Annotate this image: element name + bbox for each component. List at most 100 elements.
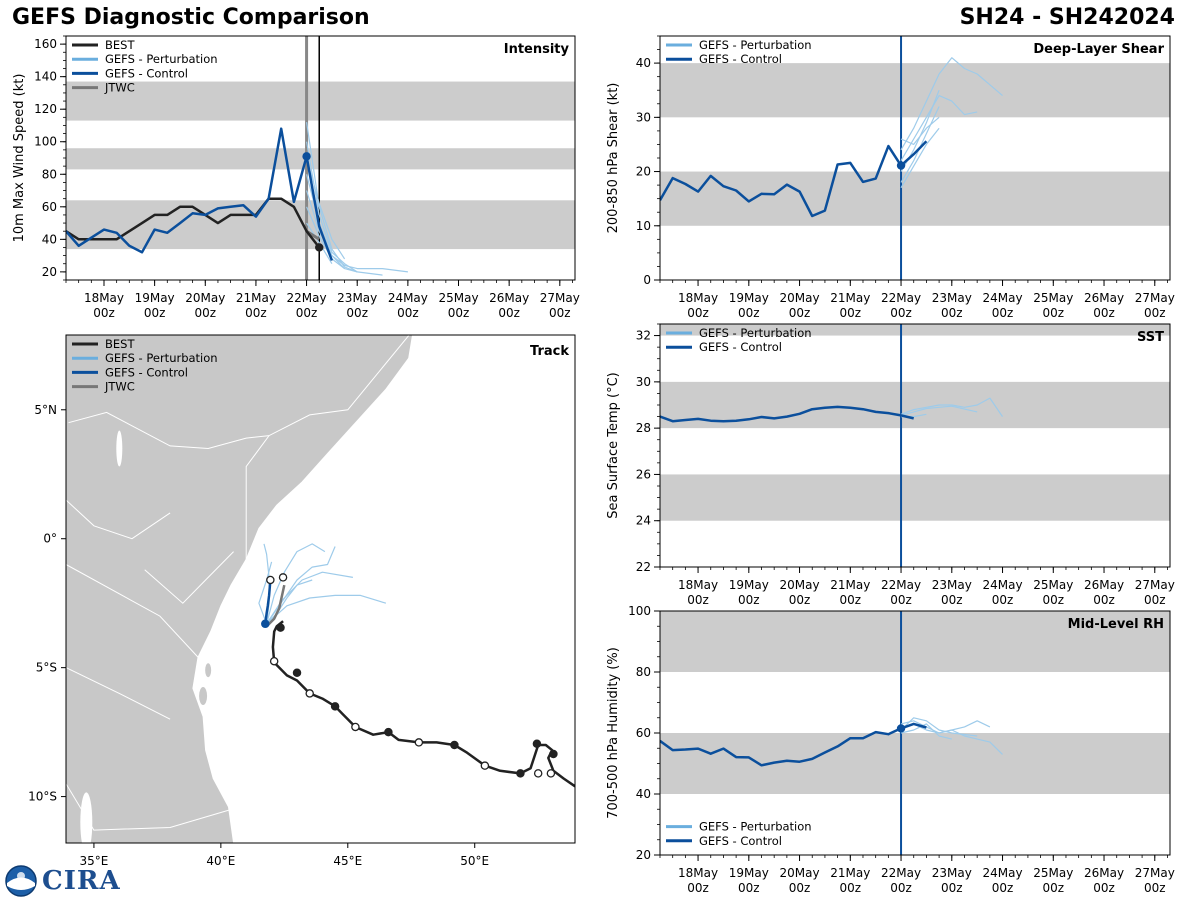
intensity-x-tick-hour: 00z [346, 306, 368, 320]
intensity-threshold-band [66, 81, 575, 121]
rh-point-marker [896, 724, 906, 733]
track-border-line [66, 564, 201, 661]
track-border-line [66, 783, 232, 831]
track-legend-entry: GEFS - Perturbation [105, 351, 218, 365]
shear-frame [659, 35, 1171, 281]
rh-panel-label: Mid-Level RH [1068, 617, 1164, 632]
intensity-threshold-band [66, 148, 575, 170]
sst-x-tick-day: 21May [830, 578, 870, 592]
shear-series-perturbation [900, 57, 1003, 151]
sst-x-tick-hour: 00z [941, 593, 963, 607]
track-position-marker [480, 761, 490, 770]
rh-x-tick-hour: 00z [1144, 881, 1166, 895]
intensity-y-tick-label: 80 [42, 167, 57, 181]
rh-x-tick-day: 26May [1084, 866, 1124, 880]
sst-panel-label: SST [1137, 330, 1164, 345]
track-frame [65, 334, 576, 844]
track-series-perturbation [266, 594, 387, 625]
sst-x-tick-hour: 00z [738, 593, 760, 607]
sst-x-tick-hour: 00z [789, 593, 811, 607]
sst-panel: 18May00z19May00z20May00z21May00z22May00z… [606, 323, 1175, 607]
intensity-y-tick-label: 40 [42, 232, 57, 246]
intensity-legend-entry: BEST [105, 38, 135, 52]
shear-threshold-band [660, 63, 1170, 118]
track-position-marker [384, 727, 393, 737]
shear-y-tick-label: 40 [636, 56, 651, 70]
intensity-legend-entry: GEFS - Control [105, 66, 188, 80]
intensity-series-best [66, 197, 321, 249]
intensity-x-tick-day: 26May [489, 291, 529, 305]
rh-y-axis-title: 700-500 hPa Humidity (%) [606, 647, 621, 819]
track-lon-label: 40°E [206, 854, 235, 868]
sst-x-tick-hour: 00z [840, 593, 862, 607]
track-position-marker [330, 702, 340, 711]
rh-y-tick-label: 20 [636, 848, 651, 862]
intensity-x-tick-day: 20May [185, 291, 225, 305]
sst-series-perturbation [900, 405, 978, 416]
track-position-marker [269, 656, 279, 666]
intensity-series-perturbation [306, 122, 358, 273]
sst-plot-area [660, 324, 1170, 567]
track-panel-label: Track [530, 344, 569, 359]
track-panel: 35°E 40°E 45°E 50°E 5°N 0° 5°S 10°S Track [28, 334, 576, 868]
rh-x-tick-hour: 00z [992, 881, 1014, 895]
track-border-line [66, 667, 171, 720]
intensity-series-control [66, 127, 334, 261]
intensity-series-perturbation [306, 141, 383, 276]
rh-x-tick-hour: 00z [1093, 881, 1115, 895]
sst-y-axis-title: Sea Surface Temp (°C) [606, 372, 621, 519]
intensity-frame [65, 35, 576, 281]
rh-x-tick-day: 20May [780, 866, 820, 880]
track-lat-label: 10°S [28, 790, 57, 804]
rh-x-tick-hour: 00z [840, 881, 862, 895]
rh-x-tick-day: 18May [678, 866, 718, 880]
cira-logo-text: CIRA [42, 866, 121, 896]
track-lon-label: 50°E [460, 854, 489, 868]
sst-y-tick-label: 26 [636, 467, 651, 481]
shear-point-marker [896, 161, 906, 170]
intensity-series-perturbation [306, 222, 333, 265]
track-border-line [66, 499, 171, 540]
rh-x-tick-day: 27May [1135, 866, 1175, 880]
intensity-x-tick-day: 24May [388, 291, 428, 305]
shear-x-tick-hour: 00z [992, 306, 1014, 320]
track-position-marker [414, 738, 424, 747]
intensity-y-tick-label: 60 [42, 200, 57, 214]
sst-legend-entry: GEFS - Perturbation [699, 326, 812, 340]
shear-x-tick-hour: 00z [789, 306, 811, 320]
rh-x-tick-hour: 00z [789, 881, 811, 895]
sst-x-tick-hour: 00z [687, 593, 709, 607]
sst-x-tick-hour: 00z [1144, 593, 1166, 607]
sst-x-tick-day: 19May [729, 578, 769, 592]
intensity-panel-label: Intensity [504, 42, 570, 57]
track-position-marker [305, 689, 314, 698]
rh-x-tick-day: 22May [881, 866, 921, 880]
track-border-line [68, 411, 270, 450]
sst-legend-entry: GEFS - Control [699, 340, 782, 354]
intensity-x-tick-day: 22May [287, 291, 327, 305]
shear-x-tick-hour: 00z [1042, 306, 1064, 320]
track-position-marker [546, 769, 556, 778]
track-island-pemba [205, 663, 212, 678]
intensity-x-tick-hour: 00z [144, 306, 166, 320]
shear-x-tick-day: 24May [982, 291, 1022, 305]
intensity-x-tick-hour: 00z [397, 306, 419, 320]
sst-x-tick-day: 25May [1033, 578, 1073, 592]
track-lat-label: 0° [43, 532, 57, 546]
sst-threshold-band [660, 324, 1170, 336]
sst-threshold-band [660, 474, 1170, 521]
track-position-marker [261, 619, 270, 629]
track-lake-victoria [66, 560, 67, 569]
track-position-marker [278, 573, 288, 582]
intensity-x-tick-hour: 00z [549, 306, 571, 320]
intensity-y-tick-label: 100 [34, 135, 57, 149]
shear-series-perturbation [900, 116, 940, 145]
rh-x-tick-day: 24May [982, 866, 1022, 880]
shear-x-tick-day: 20May [780, 291, 820, 305]
shear-x-tick-hour: 00z [890, 306, 912, 320]
rh-series-perturbation [900, 717, 978, 737]
track-border-line [245, 335, 410, 580]
